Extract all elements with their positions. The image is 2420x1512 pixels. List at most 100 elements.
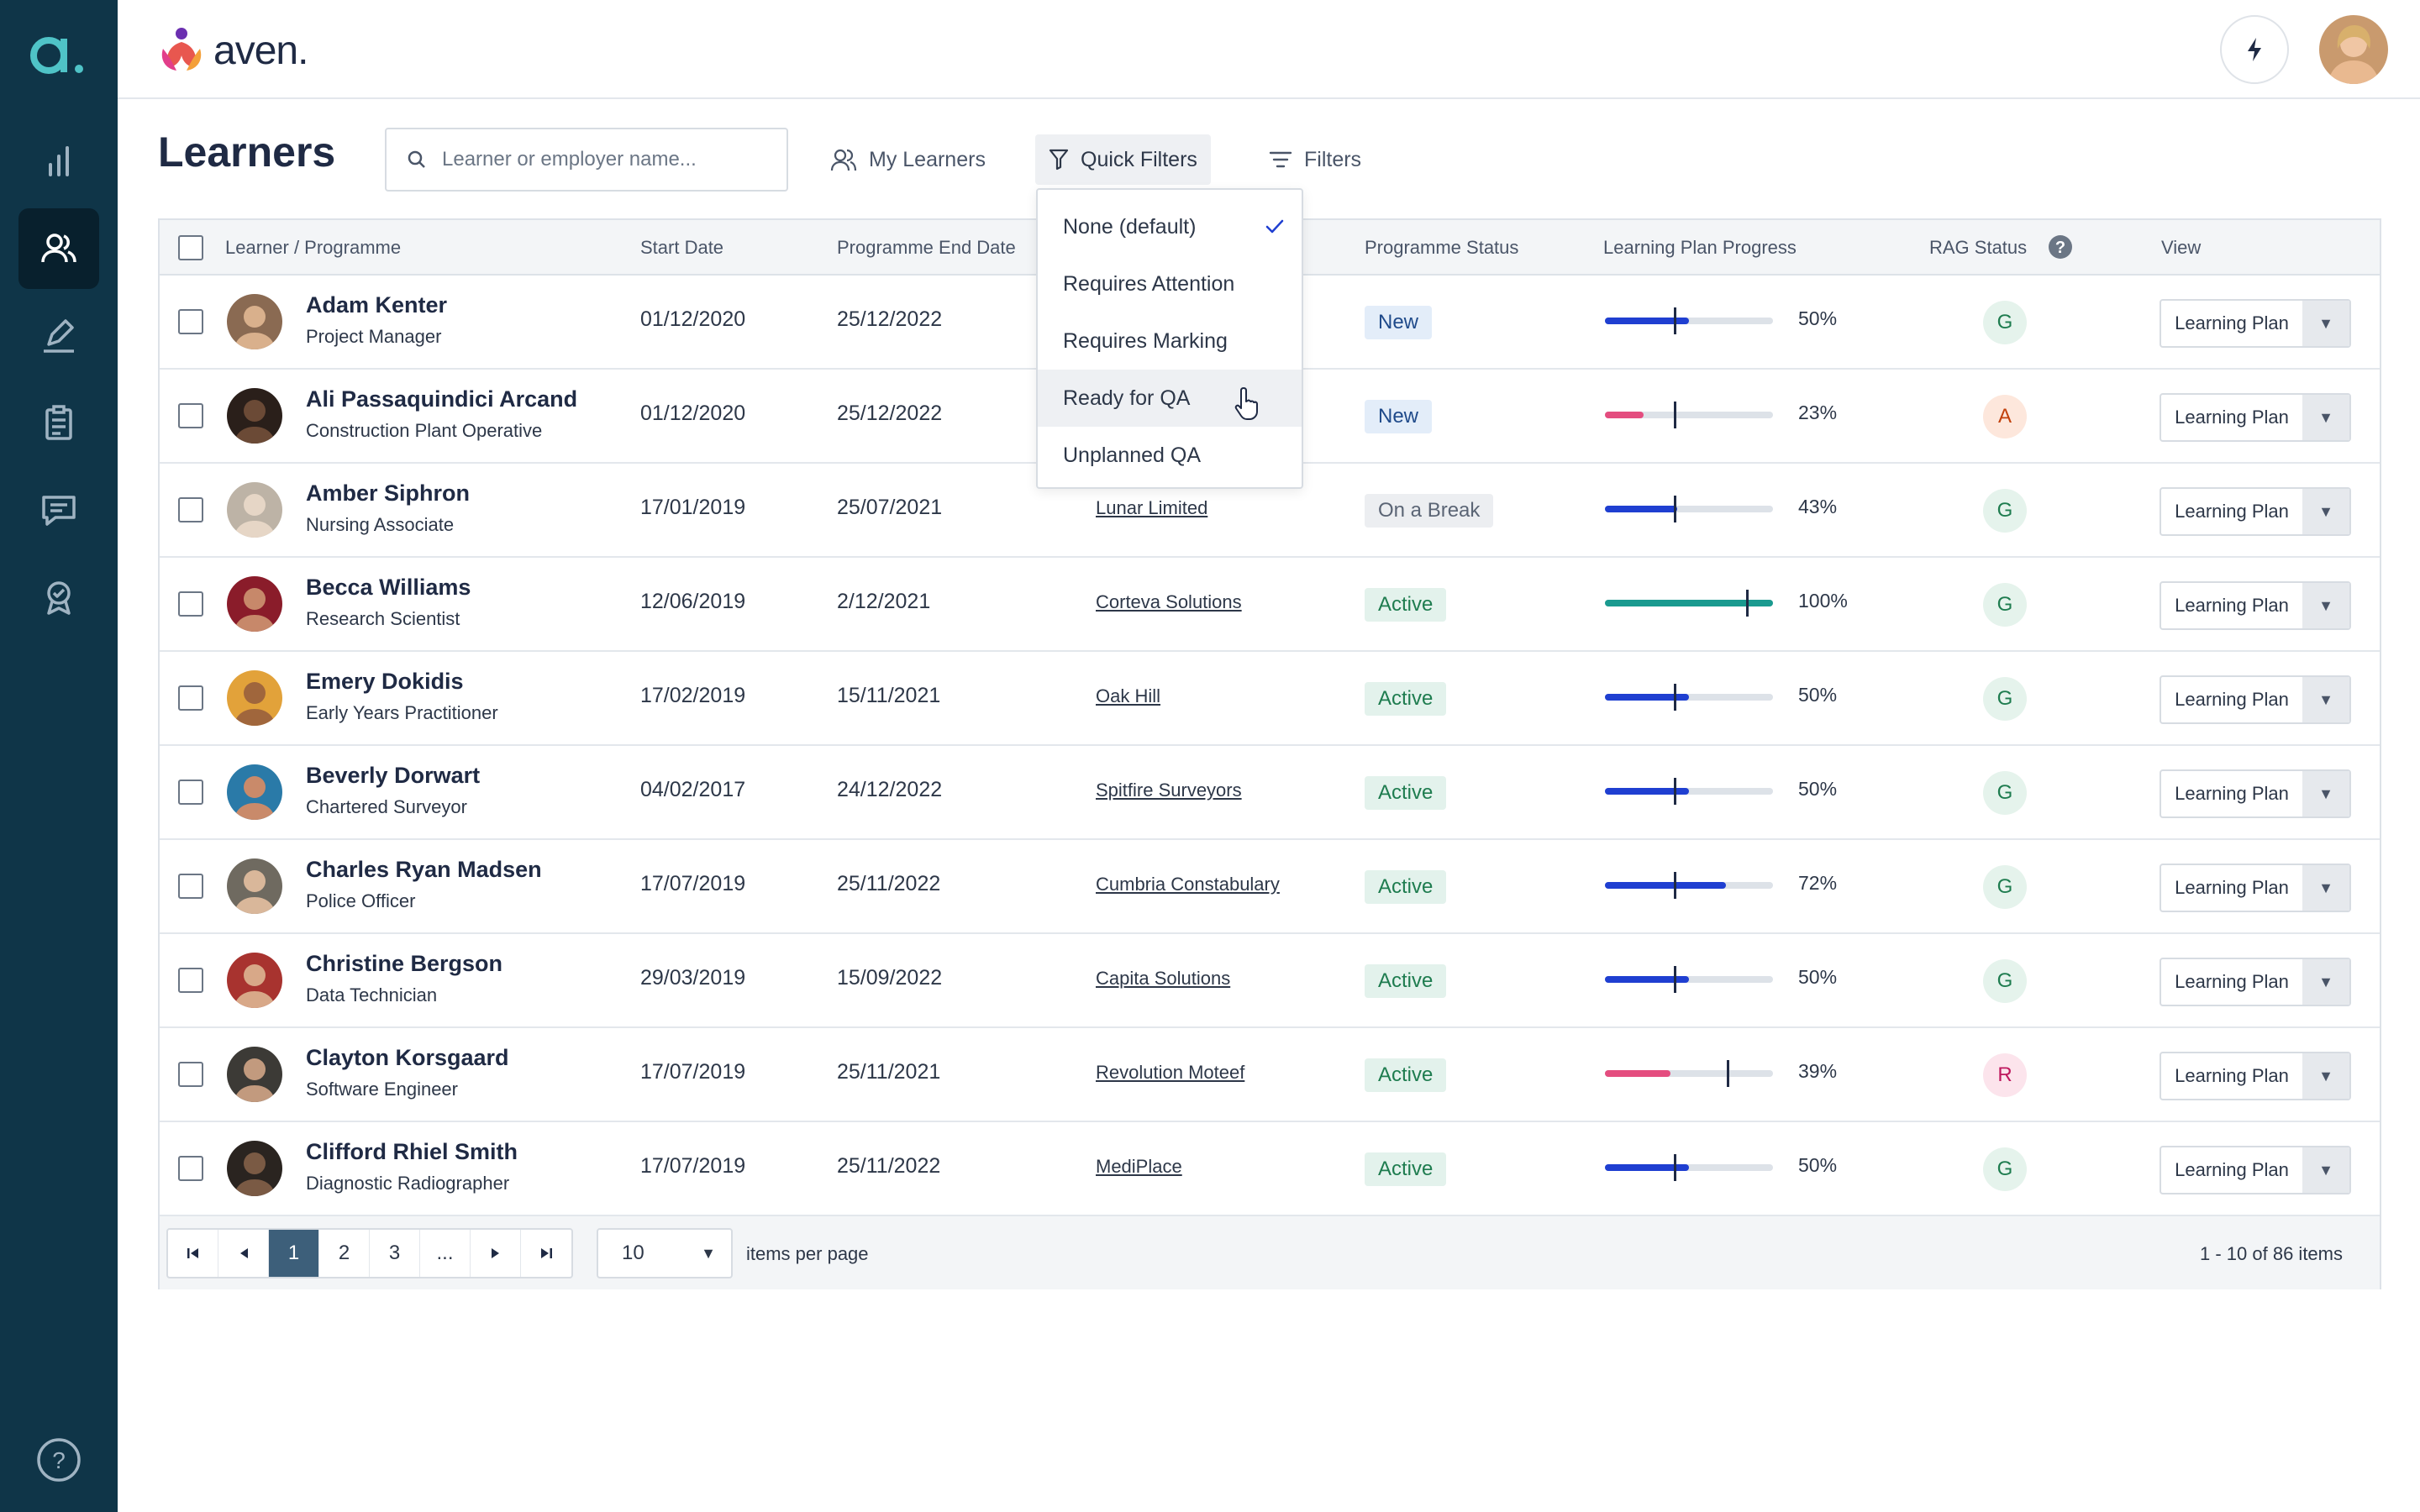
first-page-button[interactable] <box>168 1230 218 1277</box>
quick-filters-button[interactable]: Quick Filters <box>1035 134 1211 185</box>
view-label[interactable]: Learning Plan <box>2175 1065 2289 1086</box>
learner-name[interactable]: Amber Siphron <box>306 480 471 506</box>
col-progress[interactable]: Learning Plan Progress <box>1603 237 1797 258</box>
table-row[interactable]: Amber Siphron Nursing Associate 17/01/20… <box>160 464 2380 558</box>
quick-actions-button[interactable] <box>2220 15 2289 84</box>
caret-down-icon[interactable]: ▼ <box>2302 301 2349 346</box>
quick-filter-option[interactable]: Unplanned QA <box>1038 427 1302 484</box>
learner-name[interactable]: Christine Bergson <box>306 951 503 976</box>
learner-avatar[interactable] <box>227 670 282 726</box>
table-row[interactable]: Clayton Korsgaard Software Engineer 17/0… <box>160 1028 2380 1122</box>
view-learning-plan-button[interactable]: Learning Plan ▼ <box>2160 299 2351 348</box>
table-row[interactable]: Emery Dokidis Early Years Practitioner 1… <box>160 652 2380 746</box>
view-learning-plan-button[interactable]: Learning Plan ▼ <box>2160 1052 2351 1100</box>
learner-avatar[interactable] <box>227 388 282 444</box>
learner-name[interactable]: Clayton Korsgaard <box>306 1045 509 1070</box>
view-learning-plan-button[interactable]: Learning Plan ▼ <box>2160 393 2351 442</box>
learner-name[interactable]: Adam Kenter <box>306 292 448 318</box>
table-row[interactable]: Becca Williams Research Scientist 12/06/… <box>160 558 2380 652</box>
next-page-button[interactable] <box>471 1230 521 1277</box>
view-label[interactable]: Learning Plan <box>2175 971 2289 992</box>
select-all-checkbox[interactable] <box>178 235 203 260</box>
page-2[interactable]: 2 <box>319 1230 370 1277</box>
caret-down-icon[interactable]: ▼ <box>2302 1147 2349 1193</box>
help-icon[interactable]: ? <box>2047 234 2074 260</box>
row-checkbox[interactable] <box>178 403 203 428</box>
caret-down-icon[interactable]: ▼ <box>2302 583 2349 628</box>
learner-avatar[interactable] <box>227 858 282 914</box>
row-checkbox[interactable] <box>178 968 203 993</box>
table-row[interactable]: Charles Ryan Madsen Police Officer 17/07… <box>160 840 2380 934</box>
sidebar-item-messages[interactable] <box>18 470 99 551</box>
view-label[interactable]: Learning Plan <box>2175 595 2289 616</box>
row-checkbox[interactable] <box>178 591 203 617</box>
col-start-date[interactable]: Start Date <box>640 237 724 258</box>
view-label[interactable]: Learning Plan <box>2175 783 2289 804</box>
learner-avatar[interactable] <box>227 294 282 349</box>
row-checkbox[interactable] <box>178 497 203 522</box>
search-box[interactable] <box>385 128 788 192</box>
view-learning-plan-button[interactable]: Learning Plan ▼ <box>2160 487 2351 536</box>
page-1[interactable]: 1 <box>269 1230 319 1277</box>
employer-link[interactable]: Oak Hill <box>1096 685 1161 706</box>
view-learning-plan-button[interactable]: Learning Plan ▼ <box>2160 958 2351 1006</box>
learner-name[interactable]: Becca Williams <box>306 575 471 600</box>
table-row[interactable]: Ali Passaquindici Arcand Construction Pl… <box>160 370 2380 464</box>
learner-name[interactable]: Clifford Rhiel Smith <box>306 1139 518 1164</box>
learner-name[interactable]: Beverly Dorwart <box>306 763 481 788</box>
employer-link[interactable]: Lunar Limited <box>1096 497 1208 518</box>
col-end-date[interactable]: Programme End Date <box>837 237 1016 258</box>
learner-avatar[interactable] <box>227 764 282 820</box>
employer-link[interactable]: MediPlace <box>1096 1156 1182 1177</box>
table-row[interactable]: Beverly Dorwart Chartered Surveyor 04/02… <box>160 746 2380 840</box>
sidebar-item-marking[interactable] <box>18 296 99 376</box>
learner-avatar[interactable] <box>227 953 282 1008</box>
per-page-select[interactable]: 10 ▼ <box>597 1228 733 1278</box>
sidebar-item-reports[interactable] <box>18 121 99 202</box>
caret-down-icon[interactable]: ▼ <box>2302 489 2349 534</box>
col-rag[interactable]: RAG Status <box>1929 237 2028 258</box>
user-avatar[interactable] <box>2319 15 2388 84</box>
help-icon[interactable]: ? <box>35 1436 82 1483</box>
learner-avatar[interactable] <box>227 1047 282 1102</box>
last-page-button[interactable] <box>521 1230 571 1277</box>
view-label[interactable]: Learning Plan <box>2175 407 2289 428</box>
table-row[interactable]: Clifford Rhiel Smith Diagnostic Radiogra… <box>160 1122 2380 1216</box>
view-learning-plan-button[interactable]: Learning Plan ▼ <box>2160 864 2351 912</box>
sidebar-item-learners[interactable] <box>18 208 99 289</box>
learner-avatar[interactable] <box>227 576 282 632</box>
learner-avatar[interactable] <box>227 1141 282 1196</box>
employer-link[interactable]: Capita Solutions <box>1096 968 1231 989</box>
employer-link[interactable]: Corteva Solutions <box>1096 591 1242 612</box>
view-learning-plan-button[interactable]: Learning Plan ▼ <box>2160 581 2351 630</box>
col-status[interactable]: Programme Status <box>1365 237 1519 258</box>
learner-name[interactable]: Emery Dokidis <box>306 669 464 694</box>
quick-filter-option[interactable]: Requires Marking <box>1038 312 1302 370</box>
row-checkbox[interactable] <box>178 1062 203 1087</box>
employer-link[interactable]: Spitfire Surveyors <box>1096 780 1242 801</box>
caret-down-icon[interactable]: ▼ <box>2302 959 2349 1005</box>
brand[interactable]: aven. <box>156 25 308 76</box>
row-checkbox[interactable] <box>178 309 203 334</box>
table-row[interactable]: Christine Bergson Data Technician 29/03/… <box>160 934 2380 1028</box>
view-learning-plan-button[interactable]: Learning Plan ▼ <box>2160 769 2351 818</box>
caret-down-icon[interactable]: ▼ <box>2302 771 2349 816</box>
view-label[interactable]: Learning Plan <box>2175 501 2289 522</box>
view-label[interactable]: Learning Plan <box>2175 877 2289 898</box>
page-3[interactable]: 3 <box>370 1230 420 1277</box>
search-input[interactable] <box>442 148 761 171</box>
quick-filter-option[interactable]: Requires Attention <box>1038 255 1302 312</box>
row-checkbox[interactable] <box>178 1156 203 1181</box>
filters-button[interactable]: Filters <box>1255 134 1375 185</box>
caret-down-icon[interactable]: ▼ <box>2302 395 2349 440</box>
caret-down-icon[interactable]: ▼ <box>2302 677 2349 722</box>
caret-down-icon[interactable]: ▼ <box>2302 865 2349 911</box>
caret-down-icon[interactable]: ▼ <box>2302 1053 2349 1099</box>
view-label[interactable]: Learning Plan <box>2175 312 2289 333</box>
employer-link[interactable]: Cumbria Constabulary <box>1096 874 1280 895</box>
sidebar-item-achievements[interactable] <box>18 558 99 638</box>
view-label[interactable]: Learning Plan <box>2175 1159 2289 1180</box>
learner-name[interactable]: Ali Passaquindici Arcand <box>306 386 578 412</box>
row-checkbox[interactable] <box>178 780 203 805</box>
row-checkbox[interactable] <box>178 685 203 711</box>
